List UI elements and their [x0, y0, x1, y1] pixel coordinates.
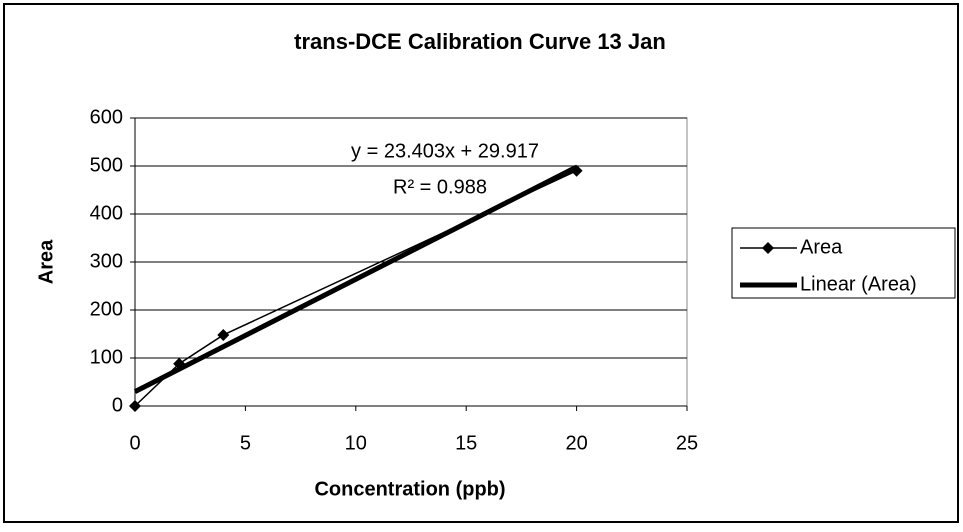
y-tick-label: 500: [90, 154, 123, 176]
y-tick-label: 0: [112, 394, 123, 416]
marker: [217, 328, 230, 341]
chart-title: trans-DCE Calibration Curve 13 Jan: [294, 29, 666, 54]
x-tick-label: 25: [676, 432, 698, 454]
x-tick-label: 10: [345, 432, 367, 454]
legend-marker: [762, 242, 774, 254]
y-tick-label: 100: [90, 346, 123, 368]
legend-label: Area: [800, 236, 843, 258]
y-tick-label: 600: [90, 106, 123, 128]
legend-label: Linear (Area): [800, 273, 917, 295]
marker: [129, 400, 141, 412]
y-axis-label: Area: [35, 239, 57, 284]
trendline: [133, 164, 578, 394]
annotation: R² = 0.988: [393, 176, 487, 198]
series-line: [134, 170, 577, 407]
annotation: y = 23.403x + 29.917: [351, 140, 539, 162]
x-tick-label: 5: [240, 432, 251, 454]
y-tick-label: 300: [90, 250, 123, 272]
x-axis-label: Concentration (ppb): [314, 478, 505, 500]
x-tick-label: 20: [565, 432, 587, 454]
x-tick-label: 0: [129, 432, 140, 454]
y-tick-label: 400: [90, 202, 123, 224]
x-tick-label: 15: [455, 432, 477, 454]
y-tick-label: 200: [90, 298, 123, 320]
